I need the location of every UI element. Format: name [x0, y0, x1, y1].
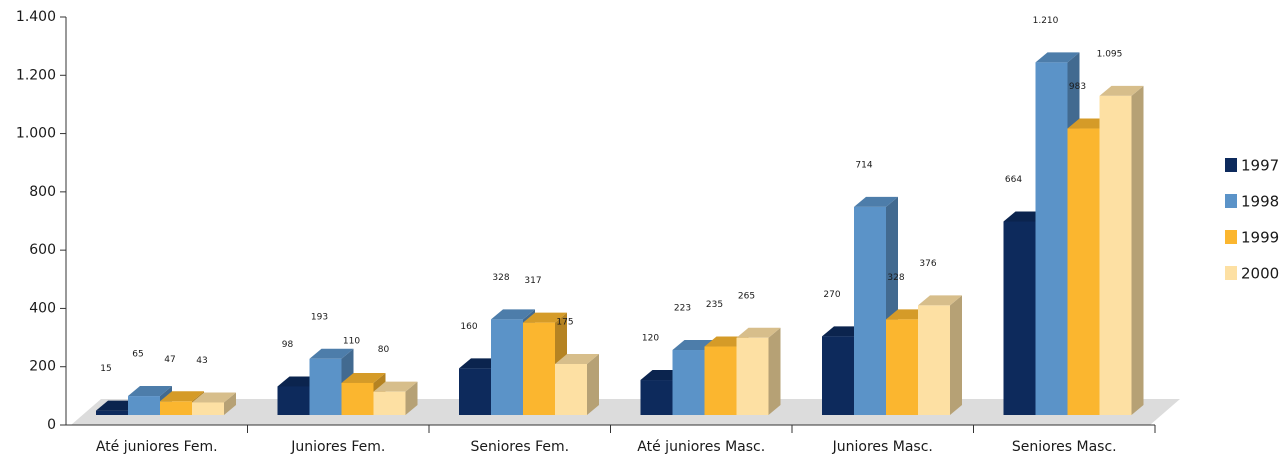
y-tick-label: 0 [47, 417, 56, 433]
value-label: 223 [674, 304, 691, 314]
value-label: 983 [1069, 82, 1086, 92]
bar-top [491, 309, 535, 320]
y-tick-label: 1.000 [16, 126, 56, 142]
value-label: 110 [343, 336, 360, 346]
bar-side [405, 381, 418, 415]
value-label: 80 [378, 345, 390, 355]
bar-top [555, 354, 599, 364]
value-label: 317 [524, 276, 541, 286]
value-label: 193 [311, 312, 328, 322]
bar [96, 410, 128, 415]
legend-label: 2000 [1241, 265, 1279, 283]
y-tick-label: 400 [29, 300, 56, 316]
bar [1035, 62, 1068, 415]
bar-top [854, 196, 898, 207]
value-label: 664 [1005, 175, 1022, 185]
value-label: 47 [164, 355, 175, 365]
x-tick-label: Seniores Masc. [1012, 439, 1117, 455]
value-label: 328 [887, 273, 904, 283]
bar [373, 391, 406, 415]
bar-side [768, 327, 781, 415]
bar [523, 322, 555, 415]
bar [1003, 221, 1036, 415]
value-label: 175 [556, 318, 573, 328]
bar-top [1099, 85, 1144, 96]
value-label: 120 [642, 334, 659, 344]
value-label: 160 [460, 322, 477, 332]
bar-top [309, 348, 354, 359]
legend-label: 1999 [1241, 229, 1279, 247]
value-label: 43 [196, 356, 207, 366]
value-label: 265 [738, 291, 755, 301]
bar-top [1035, 52, 1080, 63]
y-tick-label: 1.400 [16, 9, 56, 25]
value-label: 1.210 [1033, 16, 1059, 26]
bar-top [192, 392, 236, 403]
x-tick-label: Até juniores Fem. [96, 439, 218, 455]
bar [555, 364, 587, 415]
bar [491, 319, 523, 415]
legend-label: 1997 [1241, 157, 1279, 175]
bar [341, 382, 374, 415]
bar-top [128, 386, 172, 397]
bar-side [224, 392, 236, 415]
bar [1067, 128, 1100, 416]
legend-swatch [1225, 230, 1237, 244]
bar-side [950, 295, 962, 415]
value-label: 15 [100, 364, 111, 374]
value-label: 65 [132, 350, 143, 360]
value-label: 1.095 [1097, 49, 1123, 59]
x-tick-label: Juniores Masc. [832, 439, 933, 455]
bar [918, 305, 950, 415]
value-label: 376 [919, 259, 936, 269]
bar [160, 401, 192, 415]
value-label: 235 [706, 300, 723, 310]
bar [277, 386, 310, 415]
bar [1099, 95, 1132, 415]
bar-top [160, 391, 204, 402]
bar [672, 350, 705, 415]
bar [640, 380, 673, 415]
bar [459, 368, 491, 415]
y-tick-label: 200 [29, 359, 56, 375]
bar [704, 346, 737, 415]
y-tick-label: 600 [29, 242, 56, 258]
x-tick-label: Juniores Fem. [290, 439, 385, 455]
bar-top [736, 327, 781, 338]
bar [736, 337, 769, 415]
value-label: 98 [282, 340, 294, 350]
y-tick-label: 800 [29, 184, 56, 200]
bar [886, 319, 918, 415]
bar [128, 396, 160, 415]
bar-top [523, 312, 567, 323]
value-label: 270 [823, 290, 840, 300]
y-tick-label: 1.200 [16, 67, 56, 83]
x-tick-label: Até juniores Masc. [637, 439, 765, 455]
legend-swatch [1225, 158, 1237, 172]
bar [309, 358, 342, 415]
value-label: 328 [492, 273, 509, 283]
legend-label: 1998 [1241, 193, 1279, 211]
bar-top [918, 295, 962, 306]
legend-swatch [1225, 194, 1237, 208]
bar [854, 206, 886, 415]
value-label: 714 [855, 160, 872, 170]
bar-top [373, 381, 418, 392]
legend-swatch [1225, 266, 1237, 280]
bar-top [341, 372, 386, 383]
bar-side [587, 354, 599, 415]
bar [192, 402, 224, 415]
bar-side [1131, 85, 1144, 415]
bar [822, 336, 854, 415]
x-tick-label: Seniores Fem. [470, 439, 569, 455]
